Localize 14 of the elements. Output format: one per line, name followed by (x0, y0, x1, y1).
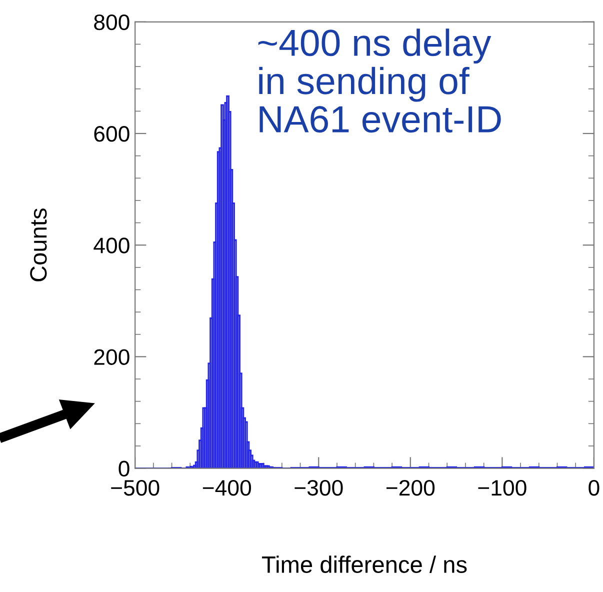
y-tick-label: 200 (94, 349, 130, 365)
y-tick-label: 800 (94, 14, 130, 30)
x-axis-title: Time difference / ns (262, 556, 467, 573)
x-tick-label: −300 (294, 480, 343, 496)
x-tick-label: −400 (202, 480, 252, 496)
y-axis-title: Counts (30, 208, 47, 282)
x-tick-label: −500 (111, 480, 160, 496)
x-tick-label: −200 (386, 480, 435, 496)
annotation: ~400 ns delay in sending of NA61 event-ID (258, 28, 501, 133)
y-tick-label: 0 (118, 460, 130, 477)
x-tick-label: −100 (478, 480, 526, 496)
x-tick-label: 0 (588, 480, 600, 496)
y-tick-label: 400 (94, 238, 130, 254)
y-tick-label: 600 (94, 126, 130, 142)
